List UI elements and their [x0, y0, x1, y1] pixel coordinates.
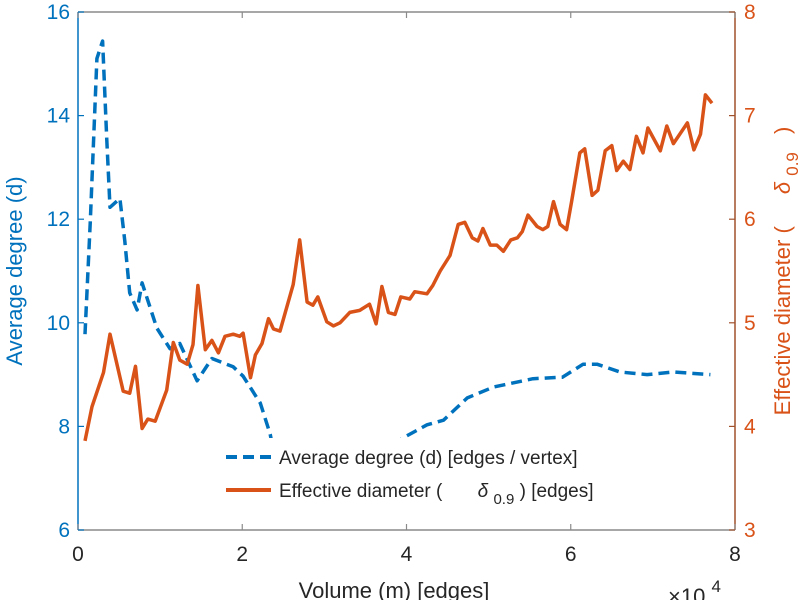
- y-axis-right-label: Effective diameter ( δ 0.9 ): [770, 127, 803, 416]
- x-tick-label: 0: [72, 543, 84, 566]
- y-right-tick-label: 3: [744, 519, 756, 542]
- y-left-tick-label: 6: [58, 519, 70, 542]
- y-axis-left-label: Average degree (d): [2, 176, 27, 365]
- x-tick-label: 8: [729, 543, 741, 566]
- x-axis-label: Volume (m) [edges]: [299, 578, 490, 600]
- legend-box: [222, 438, 668, 506]
- series-line-average-degree: [83, 39, 711, 486]
- y-right-tick-label: 5: [744, 312, 756, 335]
- axes: 0 2 4 6 8 6 8 10 12 14 16 3 4 5 6 7 8: [47, 1, 756, 566]
- y-left-tick-label: 10: [47, 312, 70, 335]
- y-right-tick-label: 7: [744, 105, 756, 128]
- series-line-effective-diameter: [83, 93, 714, 442]
- y-right-tick-label: 8: [744, 1, 756, 24]
- legend-label-effective-diameter: Effective diameter ( δ 0.9 ) [edges]: [279, 481, 594, 509]
- x-tick-label: 4: [401, 543, 413, 566]
- x-axis-multiplier: ×10 4: [668, 577, 721, 600]
- y-left-tick-label: 14: [47, 105, 71, 128]
- legend-label-average-degree: Average degree (d) [edges / vertex]: [279, 448, 578, 469]
- y-right-tick-label: 6: [744, 208, 756, 231]
- y-right-tick-label: 4: [744, 415, 756, 438]
- legend: Average degree (d) [edges / vertex] Effe…: [222, 438, 668, 509]
- x-tick-label: 2: [236, 543, 248, 566]
- plot-area: [83, 39, 714, 486]
- x-tick-label: 6: [565, 543, 577, 566]
- y-left-tick-label: 12: [47, 208, 70, 231]
- y-left-tick-label: 8: [58, 415, 70, 438]
- y-left-tick-label: 16: [47, 1, 70, 24]
